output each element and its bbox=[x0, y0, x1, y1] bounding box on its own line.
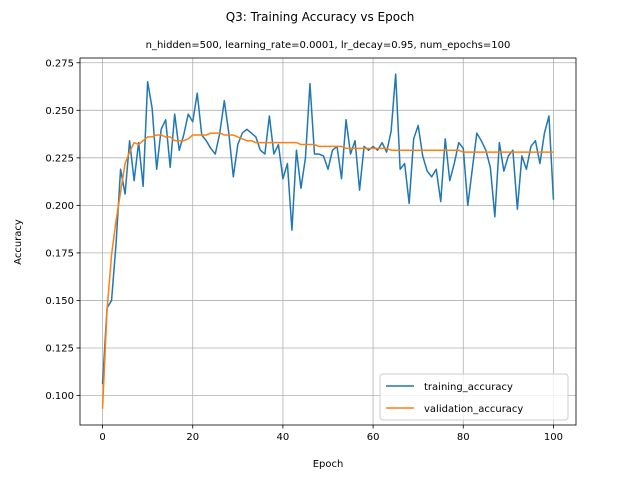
legend: training_accuracy validation_accuracy bbox=[379, 373, 569, 421]
y-tick-label: 0.125 bbox=[45, 343, 74, 354]
x-tick-label: 100 bbox=[544, 432, 563, 443]
plot-area-frame bbox=[79, 57, 577, 426]
axis-ticks: 0 20 40 60 80 100 0.100 0.125 0.150 0.175 0.200 0.2… bbox=[45, 58, 563, 443]
y-tick-label: 0.275 bbox=[45, 58, 74, 69]
chart-title: Q3: Training Accuracy vs Epoch bbox=[226, 10, 415, 24]
series-lines bbox=[101, 73, 555, 409]
legend-box bbox=[379, 373, 569, 421]
y-tick-label: 0.250 bbox=[45, 106, 74, 117]
y-tick-label: 0.150 bbox=[45, 296, 74, 307]
y-tick-label: 0.200 bbox=[45, 201, 74, 212]
x-tick-label: 40 bbox=[277, 432, 290, 443]
validation-accuracy-line bbox=[101, 132, 554, 409]
y-tick-label: 0.175 bbox=[45, 248, 74, 259]
x-axis-label: Epoch bbox=[313, 459, 344, 470]
x-tick-label: 20 bbox=[186, 432, 199, 443]
legend-label-training: training_accuracy bbox=[424, 382, 513, 393]
x-tick-label: 0 bbox=[99, 432, 105, 443]
legend-label-validation: validation_accuracy bbox=[424, 404, 523, 415]
x-tick-label: 60 bbox=[367, 432, 380, 443]
y-tick-label: 0.225 bbox=[45, 153, 74, 164]
x-tick-label: 80 bbox=[457, 432, 470, 443]
y-axis-label: Accuracy bbox=[13, 219, 24, 265]
chart-subtitle: n_hidden=500, learning_rate=0.0001, lr_d… bbox=[146, 40, 511, 51]
y-tick-label: 0.100 bbox=[45, 391, 74, 402]
training-accuracy-line bbox=[101, 73, 555, 385]
